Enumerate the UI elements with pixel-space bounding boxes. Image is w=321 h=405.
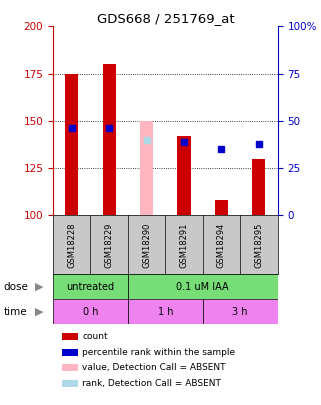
Text: untreated: untreated (66, 282, 115, 292)
Title: GDS668 / 251769_at: GDS668 / 251769_at (97, 12, 234, 25)
Text: GSM18229: GSM18229 (105, 222, 114, 268)
FancyBboxPatch shape (128, 299, 203, 324)
Bar (252, 159, 265, 215)
Text: 0.1 uM IAA: 0.1 uM IAA (177, 282, 229, 292)
Text: value, Detection Call = ABSENT: value, Detection Call = ABSENT (82, 363, 226, 373)
FancyBboxPatch shape (203, 299, 278, 324)
Bar (62, 333, 78, 340)
Bar (62, 380, 78, 387)
FancyBboxPatch shape (53, 275, 128, 299)
FancyBboxPatch shape (128, 275, 278, 299)
Text: 1 h: 1 h (158, 307, 173, 317)
Text: percentile rank within the sample: percentile rank within the sample (82, 348, 235, 357)
FancyBboxPatch shape (53, 299, 128, 324)
Text: GSM18295: GSM18295 (255, 222, 264, 268)
Text: GSM18228: GSM18228 (67, 222, 76, 268)
Bar (62, 349, 78, 356)
Text: GSM18291: GSM18291 (179, 222, 188, 268)
Text: 3 h: 3 h (232, 307, 248, 317)
Bar (215, 200, 228, 215)
Bar (65, 74, 78, 215)
Text: ▶: ▶ (35, 282, 44, 292)
Text: time: time (3, 307, 27, 317)
Bar (103, 64, 116, 215)
Bar (178, 136, 191, 215)
Text: rank, Detection Call = ABSENT: rank, Detection Call = ABSENT (82, 379, 221, 388)
Bar (62, 364, 78, 371)
Bar (140, 121, 153, 215)
Text: 0 h: 0 h (83, 307, 98, 317)
Text: GSM18290: GSM18290 (142, 222, 151, 268)
Text: GSM18294: GSM18294 (217, 222, 226, 268)
Text: ▶: ▶ (35, 307, 44, 317)
Text: count: count (82, 332, 108, 341)
Text: dose: dose (3, 282, 28, 292)
